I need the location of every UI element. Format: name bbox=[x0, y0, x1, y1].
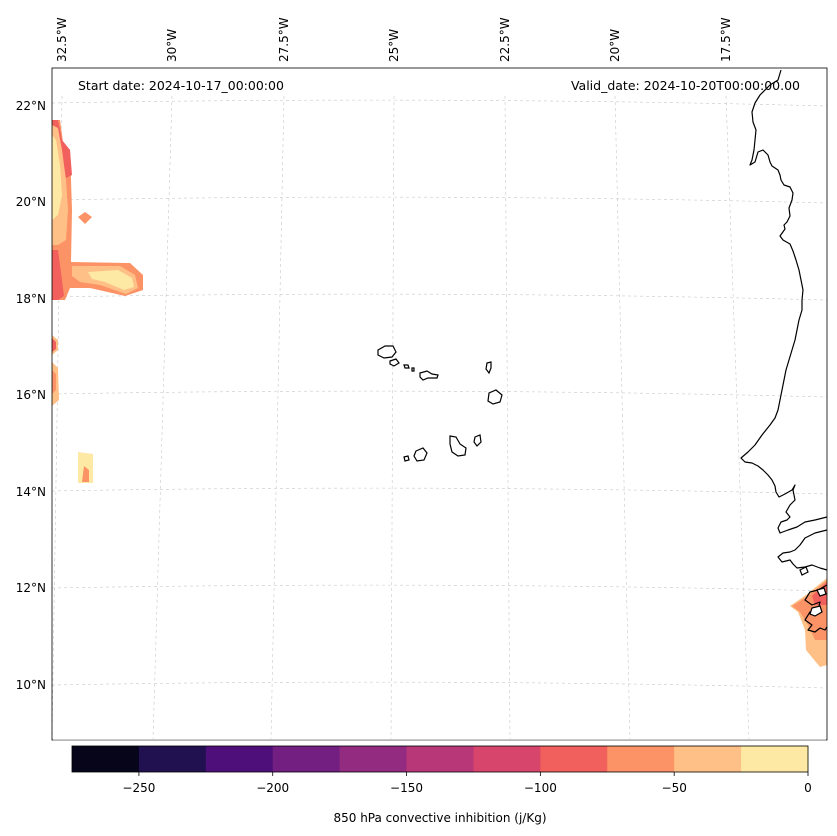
colorbar: −250 −200 −150 −100 −50 0 850 hPa convective … bbox=[71, 745, 812, 825]
parallel-line bbox=[51, 99, 828, 107]
lat-label: 20°N bbox=[16, 195, 46, 209]
lat-label: 22°N bbox=[16, 99, 46, 113]
boa-vista-island bbox=[487, 389, 503, 405]
colorbar-tick-label: −200 bbox=[256, 781, 289, 795]
cin-contour-fill bbox=[52, 370, 56, 394]
lon-label: 20°W bbox=[608, 29, 622, 62]
colorbar-segment bbox=[406, 746, 474, 772]
map-frame bbox=[51, 67, 828, 741]
parallel-line bbox=[51, 681, 828, 689]
sal-island bbox=[485, 361, 492, 375]
guinea-bissau-coastline bbox=[777, 529, 828, 571]
latitude-labels: 22°N 20°N 18°N 16°N 14°N 12°N 10°N bbox=[16, 99, 46, 692]
meridian-line bbox=[51, 95, 63, 741]
lat-label: 12°N bbox=[16, 581, 46, 595]
santiago-island bbox=[449, 435, 467, 457]
colorbar-segment bbox=[72, 746, 140, 772]
sao-nicolau-island bbox=[419, 370, 439, 381]
colorbar-ticks: −250 −200 −150 −100 −50 0 bbox=[122, 772, 812, 795]
cin-contour-fill bbox=[78, 212, 92, 224]
colorbar-segment bbox=[540, 746, 608, 772]
start-date-text: Start date: 2024-10-17_00:00:00 bbox=[78, 78, 284, 93]
colorbar-segment bbox=[205, 746, 274, 772]
colorbar-segment bbox=[138, 746, 207, 772]
colorbar-segment bbox=[473, 746, 541, 772]
parallel-line bbox=[51, 196, 828, 204]
lon-label: 30°W bbox=[165, 29, 179, 62]
brava-island bbox=[403, 455, 410, 462]
bijagos-island bbox=[809, 605, 823, 617]
colorbar-label: 850 hPa convective inhibition (j/Kg) bbox=[333, 811, 546, 825]
fogo-island bbox=[413, 447, 428, 462]
lon-label: 17.5°W bbox=[719, 17, 733, 62]
meridian-line bbox=[725, 95, 750, 741]
parallel-line bbox=[51, 293, 828, 301]
santa-luzia-island bbox=[403, 364, 410, 369]
cin-contour-fill bbox=[52, 338, 56, 352]
cin-fill-west bbox=[52, 120, 143, 483]
parallel-line bbox=[51, 487, 828, 495]
colorbar-segments bbox=[72, 746, 809, 772]
africa-coastline bbox=[740, 69, 828, 534]
meridian-line bbox=[390, 95, 395, 741]
lon-label: 25°W bbox=[387, 29, 401, 62]
meridian-line bbox=[270, 95, 285, 741]
map-bottom-edge bbox=[53, 739, 826, 741]
colorbar-segment bbox=[607, 746, 675, 772]
colorbar-segment bbox=[339, 746, 408, 772]
lon-label: 22.5°W bbox=[498, 17, 512, 62]
cape-verde-islands bbox=[377, 345, 503, 462]
meridian-line bbox=[504, 95, 511, 741]
lon-label: 27.5°W bbox=[277, 17, 291, 62]
meridian-line bbox=[152, 95, 173, 741]
lon-label: 32.5°W bbox=[55, 17, 69, 62]
colorbar-tick-label: −100 bbox=[524, 781, 557, 795]
colorbar-segment bbox=[674, 746, 742, 772]
colorbar-tick-label: −50 bbox=[662, 781, 687, 795]
lat-label: 18°N bbox=[16, 292, 46, 306]
bijagos-island bbox=[816, 587, 827, 597]
lat-label: 14°N bbox=[16, 485, 46, 499]
colorbar-tick-label: −150 bbox=[390, 781, 423, 795]
colorbar-tick-label: 0 bbox=[804, 781, 812, 795]
valid-date-text: Valid_date: 2024-10-20T00:00:00.00 bbox=[571, 78, 800, 93]
maio-island bbox=[473, 434, 482, 447]
meridian-line bbox=[614, 95, 631, 741]
cin-contour-fill bbox=[82, 466, 89, 482]
parallel-line bbox=[51, 390, 828, 398]
colorbar-segment bbox=[272, 746, 341, 772]
islet bbox=[411, 367, 415, 372]
lat-label: 10°N bbox=[16, 678, 46, 692]
colorbar-outline bbox=[71, 745, 809, 773]
santo-antao-island bbox=[377, 345, 397, 359]
cin-contour-fill bbox=[52, 250, 64, 300]
lat-label: 16°N bbox=[16, 388, 46, 402]
sao-vicente-island bbox=[389, 358, 400, 367]
cin-contour-fill bbox=[88, 270, 134, 290]
cin-contour-fill bbox=[52, 135, 62, 220]
bijagos-island bbox=[799, 566, 809, 576]
longitude-labels: 32.5°W 30°W 27.5°W 25°W 22.5°W 20°W 17.5… bbox=[55, 17, 733, 62]
colorbar-segment bbox=[741, 746, 809, 772]
colorbar-tick-label: −250 bbox=[122, 781, 155, 795]
guinea-coastline bbox=[804, 584, 828, 633]
parallel-line bbox=[51, 584, 828, 592]
graticule bbox=[51, 95, 828, 741]
